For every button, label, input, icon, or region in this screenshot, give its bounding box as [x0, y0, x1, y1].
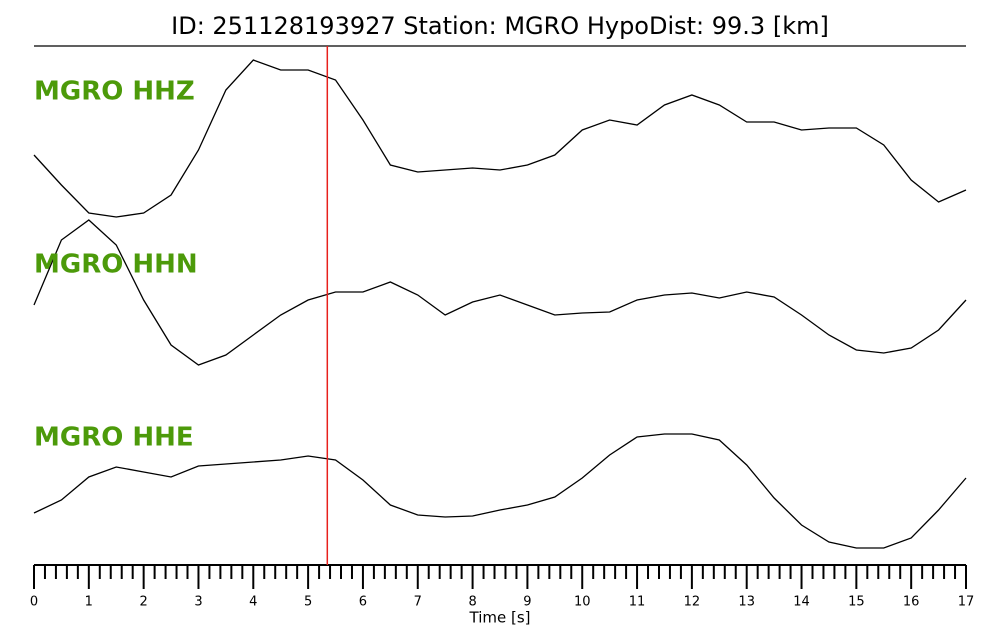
trace	[33, 59, 967, 218]
x-tick-label: 4	[249, 595, 257, 610]
trace-label: MGRO HHZ	[34, 77, 195, 107]
x-axis-label: Time [s]	[469, 609, 531, 627]
x-tick-label: 3	[194, 595, 202, 610]
x-tick-label: 15	[848, 595, 865, 610]
x-tick-label: 7	[414, 595, 422, 610]
chart-title: ID: 251128193927 Station: MGRO HypoDist:…	[171, 12, 829, 40]
x-tick-label: 11	[629, 595, 646, 610]
x-tick-label: 14	[793, 595, 810, 610]
x-tick-label: 8	[468, 595, 476, 610]
x-tick-label: 13	[738, 595, 755, 610]
x-tick-label: 9	[523, 595, 531, 610]
x-tick-label: 5	[304, 595, 312, 610]
x-tick-label: 1	[85, 595, 93, 610]
trace-label: MGRO HHN	[34, 250, 198, 280]
trace-label: MGRO HHE	[34, 423, 194, 453]
trace	[33, 219, 967, 366]
x-tick-label: 17	[958, 595, 975, 610]
x-tick-label: 6	[359, 595, 367, 610]
x-tick-label: 0	[30, 595, 38, 610]
x-tick-label: 10	[574, 595, 591, 610]
x-tick-label: 12	[684, 595, 701, 610]
x-tick-label: 2	[140, 595, 148, 610]
x-tick-label: 16	[903, 595, 920, 610]
trace	[33, 433, 967, 549]
